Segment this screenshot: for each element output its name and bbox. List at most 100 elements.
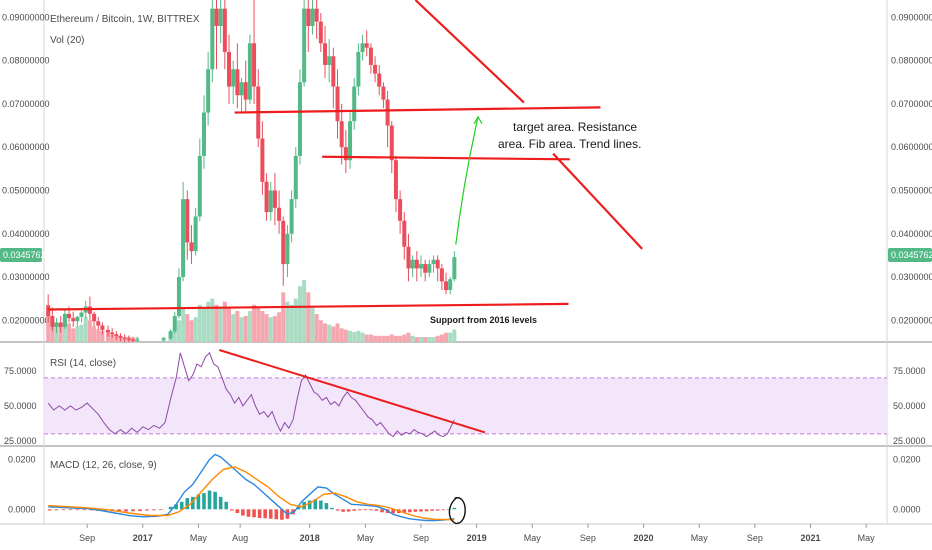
macd-histogram-bar	[68, 509, 73, 511]
volume-bar	[62, 318, 67, 342]
volume-bar	[67, 323, 72, 342]
candle-body	[75, 316, 80, 322]
volume-bar	[71, 328, 76, 342]
candle-body	[105, 329, 110, 333]
macd-histogram-bar	[185, 498, 190, 510]
price-tick-left: 0.02000000	[2, 315, 50, 325]
candle-body	[444, 281, 449, 291]
candle	[356, 43, 361, 96]
candle-body	[439, 268, 444, 282]
candlestick-series	[46, 0, 457, 342]
macd-line	[48, 453, 455, 522]
price-tick-right: 0.05000000	[891, 185, 932, 195]
macd-histogram-bar	[452, 507, 457, 510]
candle-body	[222, 8, 227, 52]
candle-body	[122, 337, 127, 339]
time-tick: Sep	[413, 533, 429, 543]
volume-bar	[302, 280, 307, 342]
macd-histogram-bar	[441, 509, 446, 511]
time-tick: Sep	[580, 533, 596, 543]
macd-histogram-bar	[152, 509, 156, 511]
macd-histogram-bar	[246, 509, 251, 517]
candle	[272, 173, 277, 226]
macd-histogram-bar	[213, 491, 217, 510]
volume-bar	[222, 301, 227, 342]
time-tick: 2021	[800, 533, 820, 543]
candle-body	[293, 155, 298, 200]
volume-bar	[393, 335, 398, 342]
rsi-band	[44, 377, 887, 434]
macd-histogram-bar	[430, 509, 434, 511]
volume-bar	[201, 307, 206, 342]
candle	[252, 0, 257, 104]
candle	[377, 64, 382, 96]
volume-bar	[268, 317, 273, 342]
time-axis[interactable]: Sep 2017 May Aug 2018 May Sep 2019 May Sep 2020 May…	[79, 524, 875, 543]
macd-histogram-bar	[413, 509, 418, 512]
macd-histogram-bar	[374, 509, 379, 511]
price-axis-right[interactable]: 0.09000000 0.08000000 0.07000000 0.06000000…	[891, 12, 932, 325]
volume-bar	[172, 329, 177, 342]
candle	[256, 69, 261, 148]
candle	[452, 251, 457, 282]
candle-body	[92, 313, 97, 322]
macd-histogram-bar	[47, 509, 52, 511]
candle-body	[58, 322, 63, 327]
macd-histogram-bar	[124, 509, 128, 512]
volume-bar	[176, 320, 181, 342]
candle	[310, 0, 315, 35]
volume-bar	[260, 311, 265, 342]
volume-bar	[406, 332, 411, 342]
candle-body	[268, 190, 273, 213]
volume-legend: Vol (20)	[50, 35, 84, 46]
macd-histogram-bar	[229, 509, 234, 511]
candle	[418, 255, 423, 278]
candle-body	[67, 313, 72, 319]
price-tick-right: 0.08000000	[891, 56, 932, 66]
volume-bar	[277, 312, 282, 342]
user-drawings[interactable]	[48, 0, 643, 524]
volume-bar	[452, 329, 457, 342]
candle-body	[418, 264, 423, 269]
macd-histogram-bar	[313, 499, 318, 510]
time-tick: May	[357, 533, 375, 543]
candle	[92, 311, 97, 327]
volume-bar	[331, 326, 336, 342]
candle	[385, 90, 390, 148]
price-tick-right: 0.06000000	[891, 142, 932, 152]
volume-bar	[235, 311, 240, 342]
candle	[368, 43, 373, 74]
candle	[100, 322, 105, 335]
macd-histogram-bar	[174, 504, 178, 510]
volume-bar	[227, 307, 232, 342]
volume-bar	[105, 332, 110, 342]
candle	[193, 207, 198, 256]
volume-bar	[293, 298, 298, 342]
macd-histogram-bar	[235, 509, 240, 514]
candle-body	[214, 8, 219, 26]
macd-histogram-bar	[207, 490, 212, 510]
candle-body	[79, 312, 84, 317]
candle	[168, 329, 173, 340]
macd-histogram-bar	[138, 509, 142, 512]
volume-bar	[285, 301, 290, 342]
drawn-line-rsi-trend	[218, 349, 486, 434]
volume-bar	[256, 307, 261, 342]
candle	[339, 103, 344, 165]
volume-bar	[423, 337, 428, 342]
candle	[189, 225, 194, 265]
candle	[410, 255, 415, 278]
volume-bar	[214, 304, 219, 342]
candle-body	[323, 43, 327, 65]
candle-body	[431, 259, 436, 265]
candle	[75, 316, 80, 327]
price-axis-left[interactable]: 0.09000000 0.08000000 0.07000000 0.06000000…	[2, 12, 50, 325]
candle-body	[126, 338, 131, 340]
candle	[414, 251, 419, 282]
macd-histogram-bar	[380, 509, 384, 513]
volume-bar	[364, 334, 369, 342]
volume-bar	[193, 317, 198, 342]
candle-body	[62, 313, 67, 327]
drawn-arrow-head	[473, 115, 483, 125]
